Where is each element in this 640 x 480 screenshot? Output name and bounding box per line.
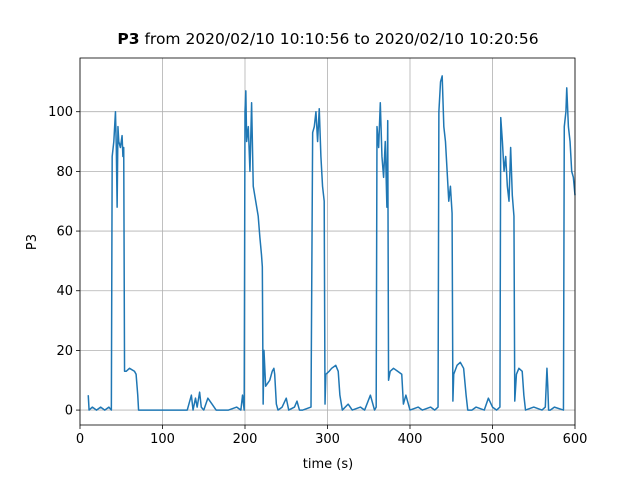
x-tick-label: 500	[480, 432, 505, 447]
x-tick-label: 300	[315, 432, 340, 447]
y-tick-label: 20	[56, 344, 73, 359]
x-tick-label: 400	[398, 432, 423, 447]
x-tick-label: 200	[233, 432, 258, 447]
x-axis-label: time (s)	[303, 457, 353, 472]
data-line	[87, 75, 576, 411]
plot-frame	[79, 57, 576, 426]
y-tick-label: 100	[48, 105, 73, 120]
y-tick-label: 60	[56, 225, 73, 240]
x-tick-label: 0	[76, 432, 84, 447]
title-bold: P3	[117, 30, 139, 48]
y-tick-label: 80	[56, 165, 73, 180]
x-tick-label: 100	[150, 432, 175, 447]
x-tick-label: 600	[563, 432, 588, 447]
title-text: from 2020/02/10 10:10:56 to 2020/02/10 1…	[144, 30, 538, 48]
y-tick-label: 40	[56, 284, 73, 299]
y-tick-label: 0	[65, 404, 73, 419]
chart-title: P3 from 2020/02/10 10:10:56 to 2020/02/1…	[117, 30, 538, 48]
y-axis-label: P3	[25, 234, 40, 250]
